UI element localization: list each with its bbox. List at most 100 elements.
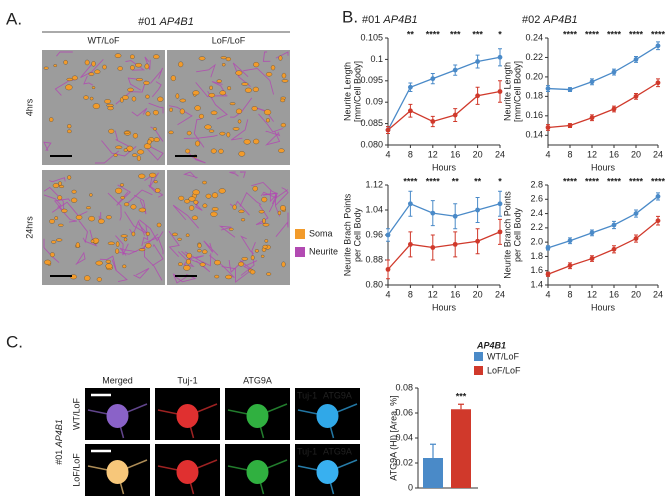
neurite-trace [240,235,255,255]
neurite-trace [78,220,88,244]
soma-mask [117,66,123,71]
y-axis-label: [mm/Cell Body] [352,61,362,122]
y-tick-label: 0.18 [525,91,543,101]
soma-mask [115,248,120,254]
soma-mask [71,75,78,81]
soma-mask [130,54,135,59]
soma-mask [89,193,93,197]
neurite-trace [129,219,146,236]
soma-mask [56,238,63,242]
data-point [589,230,595,236]
series-line [547,220,659,275]
soma-mask [216,79,222,83]
x-tick-label: 20 [473,289,483,299]
soma-mask [61,208,68,213]
series-line [387,90,501,131]
neurite-trace [218,225,236,238]
data-point [385,127,391,133]
gene-name: AP4B1 [542,14,577,26]
soma-mask [220,56,227,60]
neurite-trace [75,251,86,265]
soma-mask [211,192,219,199]
gene-label: #01 AP4B1 [54,419,64,465]
y-tick-label: 0.095 [360,75,383,85]
neurite-trace [183,134,218,139]
legend-swatch [474,366,483,375]
soma-mask [120,196,125,200]
neurite-trace [275,212,289,237]
soma-mask [241,82,249,86]
overlay-label: Tuj-1 [297,390,317,400]
soma-mask [105,263,113,269]
neurite-trace [230,119,249,141]
soma-mask [238,209,245,213]
data-point [475,93,480,99]
soma-mask [235,70,243,76]
soma-mask [186,252,192,259]
soma-mask [270,65,276,71]
y-tick-label: 0.085 [360,118,383,128]
legend-label: Neurite [309,246,338,256]
gene-label: #01 AP4B1 [362,14,418,26]
soma-mask [251,106,258,111]
soma-mask [132,153,138,157]
y-axis-label: Neurite Branch Points [502,191,512,279]
cell-body [176,404,199,428]
data-point [545,125,551,130]
soma-mask [113,153,118,157]
soma-mask [280,98,286,103]
neurite-trace [251,181,278,195]
neurite-trace [144,172,159,188]
neurite-trace [229,171,239,177]
neurite-trace [221,266,251,283]
neurite-trace [172,273,190,284]
panel-label: C. [6,332,23,351]
x-tick-label: 12 [428,289,438,299]
soma-mask [227,86,232,91]
neurite-trace [243,67,275,95]
soma-mask [198,56,206,61]
legend-swatch [295,229,305,239]
soma-mask [71,197,78,203]
neurite-trace [265,131,281,146]
data-point [545,271,551,277]
neurite-trace [133,267,150,279]
data-point [497,54,503,60]
cell-body [316,460,339,484]
x-tick-label: 8 [567,289,572,299]
soma-mask [262,223,270,227]
y-axis-label: Neurite Length [502,62,512,121]
soma-mask [258,210,265,214]
soma-mask [153,110,159,116]
soma-mask [218,148,224,154]
data-point [452,112,458,118]
label-prefix: #01 [362,14,380,26]
soma-mask [115,241,120,247]
cell-body [316,404,339,428]
soma-mask [241,257,248,261]
soma-mask [120,234,128,238]
soma-mask [94,69,101,74]
soma-mask [169,107,173,112]
soma-mask [49,252,55,258]
soma-mask [138,248,146,252]
significance: **** [629,176,644,186]
soma-mask [57,195,63,201]
soma-mask [185,233,190,237]
x-tick-label: 24 [653,289,663,299]
neurite-trace [107,192,122,221]
neurite-trace [143,236,164,255]
neurite-trace [239,191,262,207]
soma-mask [84,59,90,66]
soma-mask [281,79,289,83]
x-tick-label: 4 [545,289,550,299]
y-tick-label: 0.88 [365,254,383,264]
y-tick-label: 0.04 [395,432,413,442]
soma-mask [210,110,218,115]
significance: **** [426,176,441,186]
soma-mask [221,63,226,67]
x-tick-label: 24 [495,149,505,159]
data-point [611,69,617,75]
data-point [452,241,458,247]
significance: **** [607,176,622,186]
